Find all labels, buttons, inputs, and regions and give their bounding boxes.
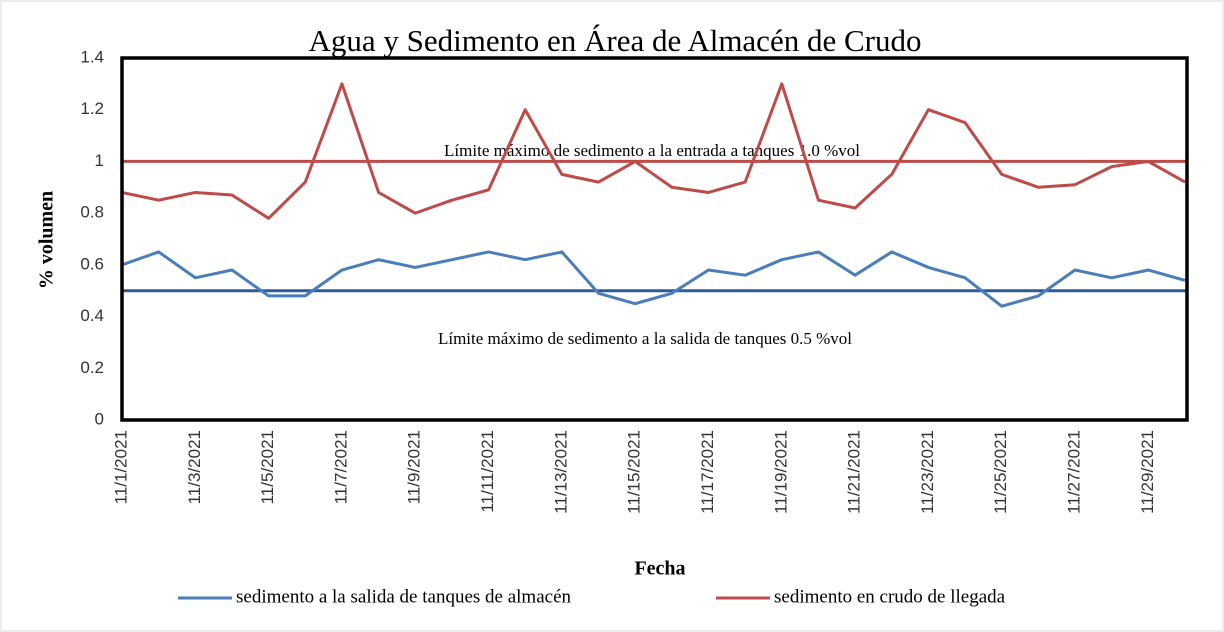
- x-tick-label: 11/11/2021: [478, 430, 497, 513]
- y-tick-label: 0.4: [80, 306, 104, 325]
- x-tick-label: 11/9/2021: [405, 430, 424, 504]
- plot-frame: [120, 56, 1189, 422]
- x-tick-label: 11/25/2021: [991, 430, 1010, 514]
- y-tick-label: 1.2: [80, 99, 104, 118]
- x-tick-label: 11/27/2021: [1065, 430, 1084, 514]
- y-tick-label: 1: [95, 151, 104, 170]
- series-line: [121, 250, 1186, 308]
- legend-label: sedimento a la salida de tanques de alma…: [236, 586, 572, 607]
- y-tick-label: 0.8: [80, 203, 104, 222]
- y-tick-label: 0.6: [80, 254, 104, 273]
- legend-label: sedimento en crudo de llegada: [774, 586, 1006, 607]
- y-tick-label: 0: [95, 409, 104, 428]
- y-axis-label: % volumen: [36, 191, 58, 289]
- x-tick-label: 11/1/2021: [111, 430, 130, 504]
- x-tick-label: 11/7/2021: [331, 430, 350, 504]
- y-tick-label: 1.4: [80, 47, 104, 66]
- chart-title: Agua y Sedimento en Área de Almacén de C…: [309, 23, 922, 58]
- x-tick-label: 11/13/2021: [551, 430, 570, 514]
- x-tick-label: 11/21/2021: [845, 430, 864, 514]
- series-line: [121, 82, 1186, 220]
- x-tick-label: 11/3/2021: [185, 430, 204, 504]
- x-tick-label: 11/5/2021: [258, 430, 277, 504]
- x-tick-label: 11/29/2021: [1138, 430, 1157, 514]
- x-tick-label: 11/23/2021: [918, 430, 937, 514]
- x-tick-label: 11/17/2021: [698, 430, 717, 514]
- x-tick-label: 11/19/2021: [771, 430, 790, 514]
- x-tick-label: 11/15/2021: [625, 430, 644, 514]
- x-axis-label: Fecha: [634, 558, 685, 580]
- annotation: Límite máximo de sedimento a la salida d…: [438, 329, 852, 348]
- y-tick-label: 0.2: [80, 358, 104, 377]
